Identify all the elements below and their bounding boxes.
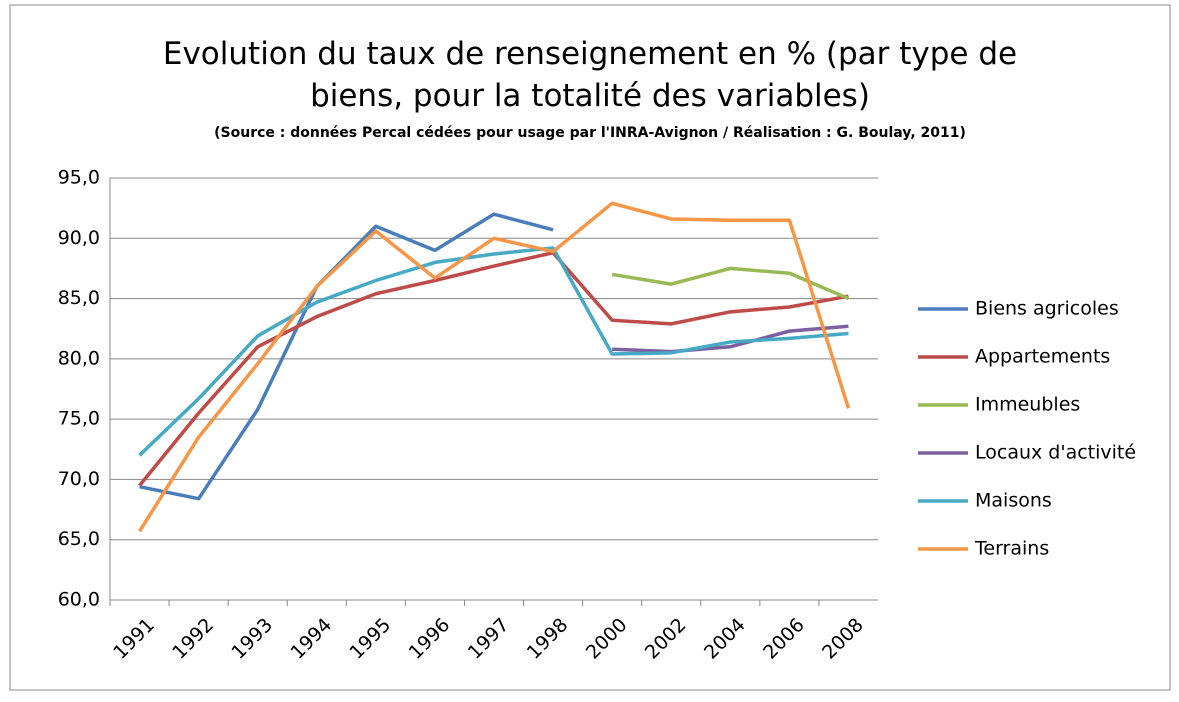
y-tick-label: 85,0 — [58, 287, 100, 309]
y-tick-label: 65,0 — [58, 528, 100, 550]
legend-label: Appartements — [975, 346, 1110, 368]
chart-frame — [9, 4, 1171, 691]
y-tick-label: 75,0 — [58, 408, 100, 430]
y-tick-label: 80,0 — [58, 347, 100, 369]
y-tick-label: 70,0 — [58, 468, 100, 490]
series-line — [612, 324, 849, 354]
chart-title: Evolution du taux de renseignement en % … — [163, 36, 1017, 114]
legend-label: Biens agricoles — [975, 298, 1119, 320]
series-line — [139, 212, 554, 501]
series-line — [138, 246, 849, 457]
y-tick-label: 95,0 — [58, 167, 100, 189]
y-tick-label: 60,0 — [58, 589, 100, 611]
chart-subtitle: (Source : données Percal cédées pour usa… — [214, 125, 966, 141]
series-line — [138, 251, 849, 487]
series-line — [138, 201, 851, 533]
legend-label: Locaux d'activité — [975, 442, 1136, 464]
legend-label: Maisons — [975, 490, 1052, 512]
y-tick-label: 90,0 — [58, 227, 100, 249]
legend-label: Immeubles — [975, 394, 1080, 416]
legend-label: Terrains — [974, 538, 1049, 560]
